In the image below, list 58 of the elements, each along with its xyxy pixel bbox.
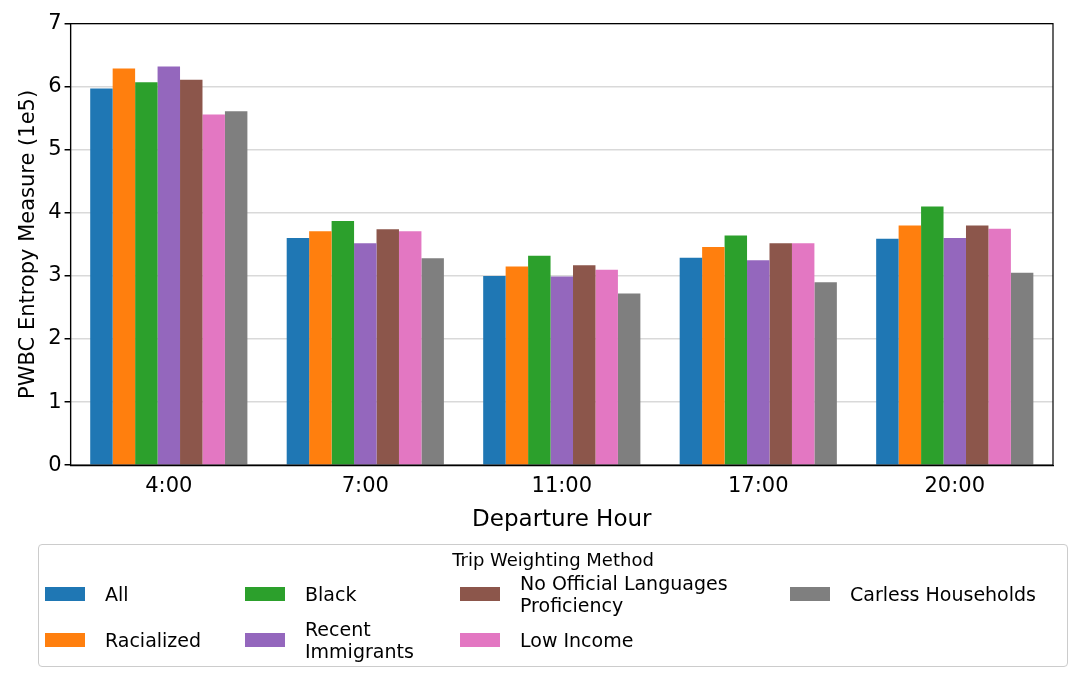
bar xyxy=(90,88,113,465)
legend-label: Black xyxy=(305,583,357,605)
y-tick-label: 2 xyxy=(48,325,62,350)
y-tick-label: 1 xyxy=(48,388,62,413)
bar xyxy=(331,221,355,465)
bar xyxy=(876,238,899,465)
bar xyxy=(573,265,596,465)
bar xyxy=(747,260,770,465)
bar xyxy=(943,238,966,465)
y-tick-label: 6 xyxy=(48,73,62,98)
bar xyxy=(483,275,506,465)
y-axis-title: PWBC Entropy Measure (1e5) xyxy=(15,89,40,399)
legend-label: Recent Immigrants xyxy=(305,618,415,662)
y-tick-label: 7 xyxy=(48,10,62,35)
bar xyxy=(988,228,1011,465)
bar xyxy=(180,79,203,465)
x-axis-title: Departure Hour xyxy=(472,505,653,532)
legend-label: All xyxy=(105,583,129,605)
x-tick-label: 20:00 xyxy=(924,473,986,498)
legend-label: Racialized xyxy=(105,629,202,651)
bar xyxy=(1010,272,1034,465)
bar xyxy=(421,258,444,465)
x-tick-label: 4:00 xyxy=(145,473,193,498)
bar xyxy=(135,82,158,465)
bar xyxy=(398,231,422,465)
bar xyxy=(702,246,725,465)
bar xyxy=(505,266,529,465)
bar xyxy=(112,68,136,465)
bar xyxy=(286,238,310,465)
bar xyxy=(202,114,225,465)
bar xyxy=(528,255,551,465)
bar xyxy=(376,229,399,465)
bar xyxy=(595,269,618,465)
bar xyxy=(309,231,332,465)
y-tick-label: 3 xyxy=(48,262,62,287)
bar xyxy=(921,206,944,465)
x-tick-label: 17:00 xyxy=(728,473,789,498)
bar xyxy=(224,111,248,465)
legend-label: No Official Languages Proficiency xyxy=(520,572,729,616)
bar xyxy=(724,235,748,465)
y-tick-label: 4 xyxy=(48,199,62,224)
bar xyxy=(550,276,574,465)
bar xyxy=(814,282,837,465)
bar xyxy=(965,225,989,465)
x-tick-label: 11:00 xyxy=(531,473,593,498)
legend-label: Carless Households xyxy=(850,583,1036,605)
bar xyxy=(354,243,377,465)
y-tick-label: 5 xyxy=(48,136,62,161)
legend-label: Low Income xyxy=(520,629,634,651)
bar xyxy=(617,293,641,465)
x-tick-label: 7:00 xyxy=(341,473,389,498)
bar xyxy=(679,257,703,465)
legend-title: Trip Weighting Method xyxy=(451,549,655,570)
bar xyxy=(157,66,181,465)
bar xyxy=(769,243,792,465)
y-tick-label: 0 xyxy=(48,451,62,476)
bar xyxy=(898,225,922,465)
bar xyxy=(791,243,815,465)
